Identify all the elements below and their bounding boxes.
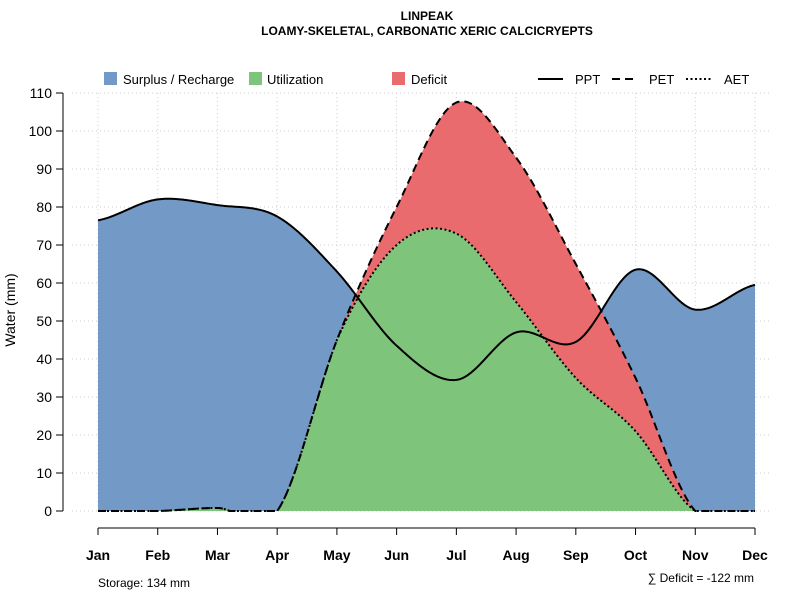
legend-label-utilization: Utilization (267, 72, 323, 87)
y-tick-label: 40 (36, 351, 52, 367)
x-tick-label: Aug (502, 547, 529, 563)
chart-areas (98, 101, 755, 512)
chart-title: LINPEAK (401, 9, 454, 23)
x-tick-label: Jul (446, 547, 466, 563)
y-tick-label: 10 (36, 465, 52, 481)
x-tick-label: Sep (563, 547, 589, 563)
x-tick-label: Mar (205, 547, 230, 563)
legend-swatch-utilization (249, 72, 262, 85)
legend-swatch-surplus (104, 72, 117, 85)
x-tick-label: Oct (624, 547, 648, 563)
y-tick-label: 80 (36, 199, 52, 215)
y-tick-label: 60 (36, 275, 52, 291)
deficit-area (98, 101, 755, 511)
x-tick-label: Dec (742, 547, 768, 563)
storage-note: Storage: 134 mm (98, 576, 190, 590)
legend-label-surplus: Surplus / Recharge (123, 72, 234, 87)
y-tick-label: 50 (36, 313, 52, 329)
x-tick-label: Feb (145, 547, 170, 563)
deficit-note: ∑ Deficit = -122 mm (648, 571, 754, 585)
y-tick-label: 70 (36, 237, 52, 253)
x-tick-label: Apr (265, 547, 290, 563)
x-tick-label: Jan (86, 547, 110, 563)
y-axis-label: Water (mm) (2, 273, 18, 346)
ppt-line (97, 197, 756, 382)
y-tick-label: 0 (44, 503, 52, 519)
legend-label-aet: AET (724, 72, 749, 87)
axes: 0 10 20 30 40 50 60 70 80 90 100 110 Jan Feb Mar Apr May… (29, 85, 768, 563)
y-tick-label: 100 (29, 123, 53, 139)
y-tick-label: 110 (30, 85, 53, 101)
legend-label-ppt: PPT (575, 72, 600, 87)
x-tick-label: Jun (384, 547, 409, 563)
x-tick-label: Nov (682, 547, 709, 563)
legend-swatch-deficit (392, 72, 405, 85)
chart-lines (97, 100, 756, 512)
y-tick-label: 20 (36, 427, 52, 443)
legend-label-deficit: Deficit (411, 72, 448, 87)
legend-label-pet: PET (649, 72, 674, 87)
aet-line (98, 227, 755, 512)
chart-subtitle: LOAMY-SKELETAL, CARBONATIC XERIC CALCICR… (261, 24, 593, 38)
legend: Surplus / Recharge Utilization Deficit P… (104, 72, 749, 87)
y-tick-label: 30 (36, 389, 52, 405)
x-tick-label: May (323, 547, 350, 563)
y-tick-label: 90 (36, 161, 52, 177)
